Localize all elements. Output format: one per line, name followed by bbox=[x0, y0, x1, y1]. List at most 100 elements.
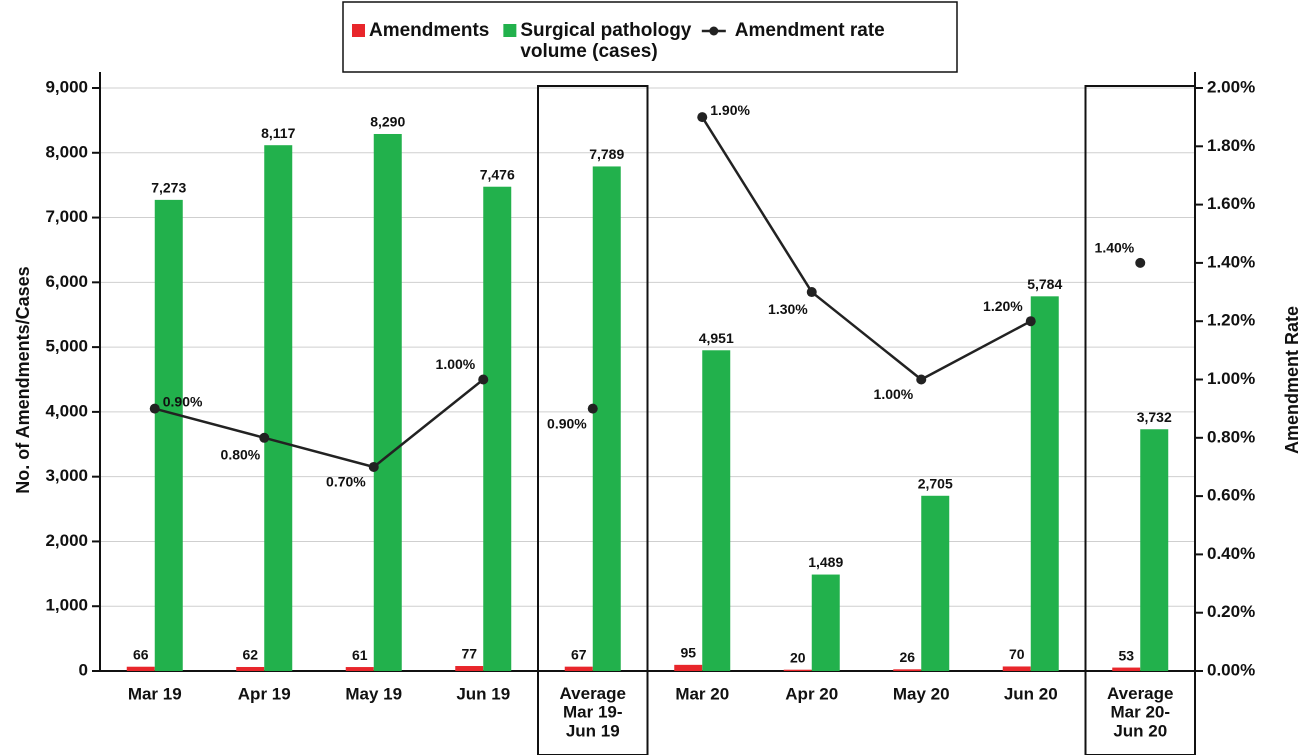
y-tick-label: 2,000 bbox=[45, 531, 88, 550]
data-label: 66 bbox=[133, 646, 149, 662]
data-label: 7,273 bbox=[151, 180, 186, 196]
x-tick-label: Apr 19 bbox=[238, 684, 291, 703]
bar bbox=[674, 664, 703, 671]
y2-tick-label: 0.80% bbox=[1207, 427, 1255, 446]
y-tick-label: 3,000 bbox=[45, 466, 88, 485]
y-tick-label: 6,000 bbox=[45, 272, 88, 291]
y2-tick-label: 1.60% bbox=[1207, 194, 1255, 213]
bar bbox=[236, 666, 265, 671]
data-label: 20 bbox=[790, 649, 806, 665]
data-label: 67 bbox=[571, 646, 587, 662]
data-label: 2,705 bbox=[918, 475, 953, 491]
bar bbox=[811, 574, 840, 671]
y2-tick-label: 0.20% bbox=[1207, 602, 1255, 621]
legend-dot bbox=[709, 26, 719, 36]
data-label: 0.90% bbox=[163, 393, 203, 409]
bar bbox=[893, 669, 922, 671]
bar bbox=[345, 667, 374, 671]
data-label: 7,789 bbox=[589, 146, 624, 162]
data-label: 0.70% bbox=[326, 474, 366, 490]
line-point bbox=[149, 403, 160, 414]
data-label: 0.90% bbox=[547, 415, 587, 431]
y-tick-label: 7,000 bbox=[45, 207, 88, 226]
line-point bbox=[916, 374, 927, 385]
data-label: 3,732 bbox=[1137, 409, 1172, 425]
legend-box bbox=[342, 1, 958, 73]
line-point bbox=[478, 374, 489, 385]
y-tick-label: 1,000 bbox=[45, 596, 88, 615]
y2-tick-label: 1.20% bbox=[1207, 311, 1255, 330]
line-point bbox=[697, 112, 708, 123]
y-axis-title: No. of Amendments/Cases bbox=[13, 266, 33, 493]
bar bbox=[1002, 666, 1031, 671]
bar bbox=[1112, 667, 1141, 671]
bar bbox=[373, 133, 402, 672]
data-label: 1.20% bbox=[983, 298, 1023, 314]
bar bbox=[154, 199, 183, 671]
y2-tick-label: 2.00% bbox=[1207, 77, 1255, 96]
data-label: 1.00% bbox=[436, 356, 476, 372]
legend-swatch bbox=[503, 24, 517, 37]
data-label: 61 bbox=[352, 647, 368, 663]
x-tick-label: Jun 19 bbox=[456, 684, 510, 703]
x-tick-label: Jun 20 bbox=[1004, 684, 1058, 703]
y2-tick-label: 0.00% bbox=[1207, 660, 1255, 679]
bar bbox=[592, 166, 621, 671]
y2-axis-title: Amendment Rate bbox=[1282, 306, 1302, 454]
y-tick-label: 8,000 bbox=[45, 142, 88, 161]
data-label: 1,489 bbox=[808, 554, 843, 570]
data-label: 26 bbox=[899, 649, 915, 665]
x-tick-label: Average Mar 19-Jun 19 bbox=[560, 684, 626, 740]
line-point bbox=[259, 432, 270, 443]
y2-tick-label: 1.80% bbox=[1207, 136, 1255, 155]
line-point bbox=[1025, 316, 1036, 327]
y-tick-label: 0 bbox=[79, 660, 88, 679]
y-tick-label: 5,000 bbox=[45, 337, 88, 356]
bar bbox=[783, 669, 812, 671]
highlight-box bbox=[1084, 85, 1196, 755]
x-tick-label: Mar 20 bbox=[675, 684, 729, 703]
data-label: 77 bbox=[461, 646, 477, 662]
line bbox=[154, 378, 485, 469]
bar bbox=[264, 145, 293, 671]
y2-tick-label: 1.40% bbox=[1207, 252, 1255, 271]
data-label: 1.90% bbox=[710, 102, 750, 118]
x-tick-label: Mar 19 bbox=[128, 684, 182, 703]
bar bbox=[455, 666, 484, 671]
legend-label: Amendments bbox=[369, 20, 489, 41]
y2-tick-label: 1.00% bbox=[1207, 369, 1255, 388]
line-point bbox=[587, 403, 598, 414]
data-label: 0.80% bbox=[221, 447, 261, 463]
x-tick-label: Average Mar 20-Jun 20 bbox=[1107, 684, 1173, 740]
data-label: 8,290 bbox=[370, 114, 405, 130]
legend-label: Amendment rate bbox=[735, 20, 885, 41]
line-point bbox=[1135, 257, 1146, 268]
data-label: 95 bbox=[680, 645, 696, 661]
data-label: 7,476 bbox=[480, 166, 515, 182]
data-label: 62 bbox=[242, 647, 258, 663]
legend-swatch bbox=[352, 24, 365, 37]
line-point bbox=[806, 287, 817, 298]
legend-label: Surgical pathology volume (cases) bbox=[520, 20, 691, 62]
bar bbox=[1140, 429, 1169, 671]
data-label: 1.40% bbox=[1095, 240, 1135, 256]
data-label: 4,951 bbox=[699, 330, 734, 346]
data-label: 1.30% bbox=[768, 301, 808, 317]
bar bbox=[702, 350, 731, 671]
y-tick-label: 4,000 bbox=[45, 401, 88, 420]
x-tick-label: Apr 20 bbox=[785, 684, 838, 703]
highlight-box bbox=[537, 85, 649, 755]
x-tick-label: May 19 bbox=[345, 684, 402, 703]
data-label: 70 bbox=[1009, 646, 1025, 662]
bar bbox=[564, 666, 593, 671]
data-label: 1.00% bbox=[874, 386, 914, 402]
y2-tick-label: 0.60% bbox=[1207, 486, 1255, 505]
line bbox=[701, 116, 1032, 381]
x-tick-label: May 20 bbox=[893, 684, 950, 703]
data-label: 8,117 bbox=[261, 125, 295, 141]
y-tick-label: 9,000 bbox=[45, 77, 88, 96]
bar bbox=[126, 666, 155, 671]
y2-tick-label: 0.40% bbox=[1207, 544, 1255, 563]
data-label: 5,784 bbox=[1027, 276, 1062, 292]
